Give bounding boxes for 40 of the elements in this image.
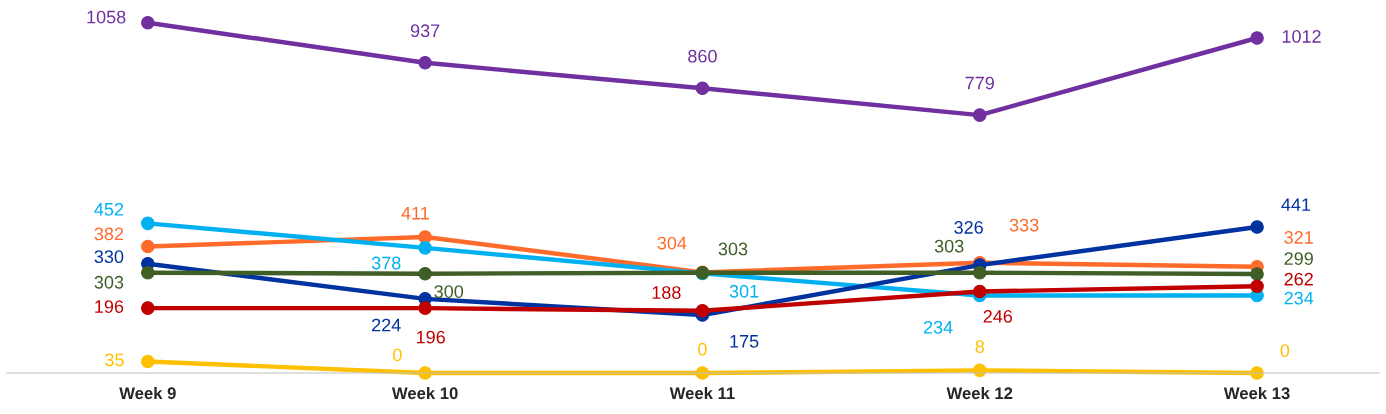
- data-label: 303: [94, 275, 124, 289]
- data-label: 175: [730, 335, 759, 348]
- data-label: 234: [923, 320, 953, 334]
- data-label: 1058: [87, 10, 126, 24]
- data-label: 411: [401, 206, 429, 220]
- data-label: 452: [94, 202, 124, 216]
- data-label: 382: [94, 227, 124, 241]
- data-label: 321: [1284, 231, 1313, 244]
- data-label: 860: [688, 49, 717, 63]
- data-label: 441: [1281, 198, 1311, 211]
- data-label: 1012: [1282, 30, 1321, 43]
- x-tick-label: Week 11: [669, 386, 735, 400]
- data-label: 779: [965, 76, 994, 90]
- data-label: 224: [372, 318, 401, 332]
- x-tick-label: Week 13: [1223, 386, 1290, 400]
- data-label: 303: [934, 239, 964, 253]
- data-label: 262: [1284, 272, 1313, 286]
- data-label: 304: [657, 236, 687, 250]
- x-tick-label: Week 10: [391, 386, 458, 400]
- data-label: 303: [718, 242, 748, 256]
- data-label: 378: [371, 256, 401, 270]
- data-label: 330: [94, 250, 124, 264]
- data-label: 299: [1284, 252, 1313, 265]
- x-tick-label: Week 12: [946, 386, 1013, 400]
- data-label: 326: [954, 221, 983, 234]
- data-label: 196: [95, 300, 124, 313]
- data-label: 301: [729, 284, 759, 298]
- data-label: 196: [416, 330, 445, 344]
- data-label: 333: [1009, 218, 1039, 232]
- data-label: 234: [1284, 291, 1314, 305]
- x-tick-label: Week 9: [119, 386, 176, 400]
- data-label: 35: [105, 353, 124, 367]
- data-label: 0: [698, 342, 707, 356]
- data-label: 937: [410, 24, 440, 38]
- data-label: 300: [434, 285, 464, 298]
- data-label: 0: [1280, 344, 1290, 358]
- data-label: 0: [393, 348, 402, 362]
- data-label: 8: [975, 340, 984, 353]
- data-label: 188: [652, 286, 681, 299]
- data-label: 246: [983, 310, 1013, 323]
